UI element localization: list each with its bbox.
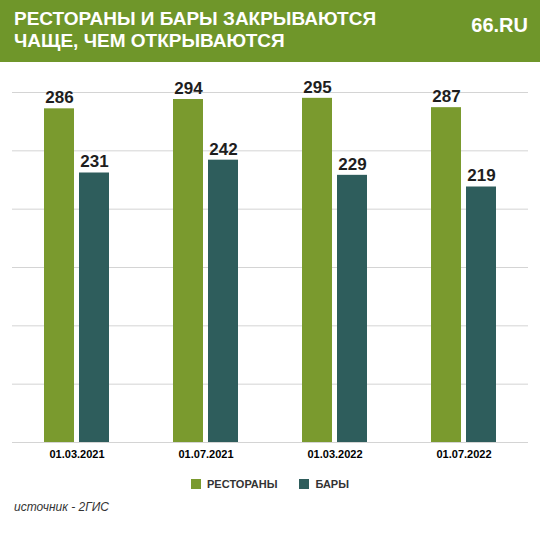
svg-text:242: 242 [209, 140, 237, 159]
html-text:БАРЫ: БАРЫ [315, 478, 349, 490]
svg-text:219: 219 [467, 166, 495, 185]
html-text:РЕСТОРАНЫ И БАРЫ ЗАКРЫВАЮТСЯ Ч: РЕСТОРАНЫ И БАРЫ ЗАКРЫВАЮТСЯ ЧАЩЕ, ЧЕМ О… [14, 8, 377, 51]
html-text:66.RU: 66.RU [471, 14, 528, 36]
svg-text:286: 286 [45, 88, 73, 107]
svg-text:01.03.2021: 01.03.2021 [49, 448, 104, 460]
svg-text:287: 287 [432, 87, 460, 106]
svg-text:295: 295 [303, 78, 331, 97]
svg-text:229: 229 [338, 155, 366, 174]
svg-text:294: 294 [174, 79, 203, 98]
html-text:РЕСТОРАНЫ: РЕСТОРАНЫ [207, 478, 278, 490]
svg-text:01.07.2021: 01.07.2021 [178, 448, 233, 460]
svg-text:231: 231 [80, 152, 108, 171]
html-text:источник - 2ГИС: источник - 2ГИС [14, 500, 109, 514]
svg-text:01.07.2022: 01.07.2022 [436, 448, 491, 460]
svg-text:01.03.2022: 01.03.2022 [307, 448, 362, 460]
